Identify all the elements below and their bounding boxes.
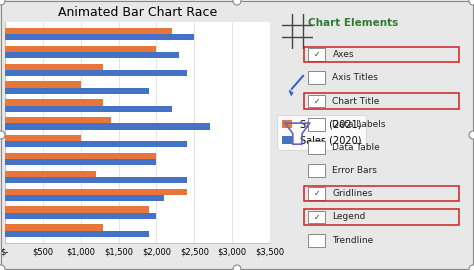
Text: ✓: ✓ [313, 189, 320, 198]
Bar [5, 117, 111, 123]
Text: Axes: Axes [332, 50, 354, 59]
Bar [308, 234, 326, 247]
Bar [5, 188, 187, 195]
Text: Gridlines: Gridlines [332, 189, 373, 198]
Text: Data Table: Data Table [332, 143, 380, 152]
Text: Data Labels: Data Labels [332, 120, 386, 129]
Bar [5, 52, 179, 58]
Bar [5, 82, 81, 88]
Text: Legend: Legend [332, 212, 366, 221]
Text: Error Bars: Error Bars [332, 166, 377, 175]
Circle shape [0, 265, 5, 270]
Text: Chart Title: Chart Title [332, 97, 380, 106]
Bar [5, 141, 187, 147]
Bar [308, 48, 326, 61]
Bar [5, 88, 149, 94]
Bar [5, 224, 103, 231]
Circle shape [0, 131, 5, 139]
Bar [5, 123, 210, 130]
Bar [304, 186, 459, 201]
Bar [5, 63, 103, 70]
Bar [5, 153, 156, 159]
Bar [5, 28, 172, 34]
Text: ✓: ✓ [313, 212, 320, 221]
Bar [5, 159, 156, 165]
Bar [5, 231, 149, 237]
Text: ✓: ✓ [313, 50, 320, 59]
Bar [308, 187, 326, 200]
Bar [5, 206, 149, 213]
Bar [308, 72, 326, 84]
Text: Trendline: Trendline [332, 236, 374, 245]
Circle shape [469, 0, 474, 5]
Bar [5, 106, 172, 112]
Bar [308, 164, 326, 177]
Bar [5, 195, 164, 201]
Circle shape [469, 265, 474, 270]
Circle shape [233, 265, 241, 270]
Bar [304, 209, 459, 225]
Bar [5, 70, 187, 76]
Bar [5, 171, 96, 177]
Circle shape [0, 0, 5, 5]
Bar [5, 135, 81, 141]
Bar [308, 141, 326, 154]
Bar [308, 118, 326, 131]
Bar [5, 99, 103, 106]
Bar [5, 34, 194, 40]
Text: Chart Elements: Chart Elements [308, 18, 398, 28]
Bar [5, 177, 187, 183]
Bar [308, 211, 326, 223]
Text: ✓: ✓ [313, 97, 320, 106]
Circle shape [233, 0, 241, 5]
Bar [304, 93, 459, 109]
Bar [5, 213, 156, 219]
Circle shape [469, 131, 474, 139]
Bar [304, 47, 459, 62]
Title: Animated Bar Chart Race: Animated Bar Chart Race [58, 6, 217, 19]
Bar [5, 46, 156, 52]
Text: Axis Titles: Axis Titles [332, 73, 378, 82]
Bar [308, 95, 326, 107]
Legend: Sales (2021), Sales (2020): Sales (2021), Sales (2020) [277, 114, 366, 150]
